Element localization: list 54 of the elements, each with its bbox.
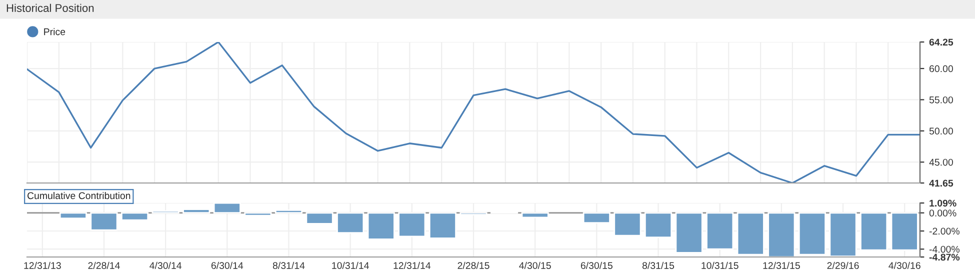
y-tick-label: 60.00 bbox=[930, 65, 953, 72]
bar bbox=[829, 212, 857, 257]
bar bbox=[182, 208, 210, 214]
bar bbox=[120, 212, 149, 221]
x-tick-label: 8/31/15 bbox=[642, 262, 674, 269]
y-tick-label: 41.65 bbox=[929, 180, 954, 187]
y-tick-label: 55.00 bbox=[929, 96, 953, 104]
bar bbox=[367, 212, 395, 240]
x-tick-label: 10/31/14 bbox=[332, 262, 369, 269]
x-tick-label: 8/31/14 bbox=[272, 262, 305, 269]
bar bbox=[644, 212, 672, 238]
chart-title: Historical Position bbox=[6, 4, 94, 12]
x-tick-label: 2/28/14 bbox=[88, 262, 120, 269]
y-tick-label: 45.00 bbox=[929, 158, 953, 166]
bar bbox=[768, 212, 796, 257]
x-tick-label: 4/30/16 bbox=[888, 262, 920, 269]
x-tick-label: 2/28/15 bbox=[458, 262, 490, 269]
bar bbox=[860, 212, 888, 251]
y-tick-label: 50.00 bbox=[929, 128, 953, 135]
x-tick-label: 6/30/14 bbox=[211, 262, 244, 269]
y-tick-label: 0.00% bbox=[929, 210, 956, 216]
bar bbox=[274, 209, 303, 214]
x-tick-label: 12/31/14 bbox=[394, 262, 431, 269]
chart-title: Cumulative Contribution bbox=[27, 192, 130, 200]
x-tick-label: 4/30/14 bbox=[150, 262, 182, 269]
legend-label: Price bbox=[44, 28, 66, 36]
x-tick-label: 6/30/15 bbox=[580, 262, 612, 269]
bar bbox=[244, 212, 272, 216]
x-tick-label: 12/31/15 bbox=[763, 262, 800, 269]
bar bbox=[521, 212, 549, 218]
bar bbox=[890, 212, 918, 251]
y-tick-label: -4.00% bbox=[929, 246, 960, 253]
bar bbox=[59, 212, 87, 220]
bar bbox=[428, 212, 456, 239]
bar bbox=[90, 212, 118, 231]
bar bbox=[614, 212, 642, 236]
bar bbox=[213, 203, 241, 214]
x-tick-label: 10/31/15 bbox=[702, 262, 738, 269]
bar bbox=[798, 212, 826, 256]
x-tick-label: 12/31/13 bbox=[24, 262, 61, 269]
bar bbox=[736, 212, 764, 256]
x-tick-label: 4/30/15 bbox=[519, 262, 551, 269]
y-tick-label: 1.09% bbox=[930, 200, 956, 207]
bar bbox=[398, 212, 426, 238]
line-series bbox=[27, 42, 920, 183]
y-tick-label: 64.25 bbox=[929, 38, 954, 46]
x-tick-label: 2/29/16 bbox=[827, 262, 859, 269]
bar bbox=[706, 212, 734, 250]
y-tick-label: -2.00% bbox=[929, 228, 960, 235]
bar bbox=[336, 212, 364, 234]
bar bbox=[582, 212, 610, 224]
y-tick-label: -4.87% bbox=[929, 254, 960, 261]
bar bbox=[306, 212, 334, 224]
bar bbox=[675, 212, 703, 254]
